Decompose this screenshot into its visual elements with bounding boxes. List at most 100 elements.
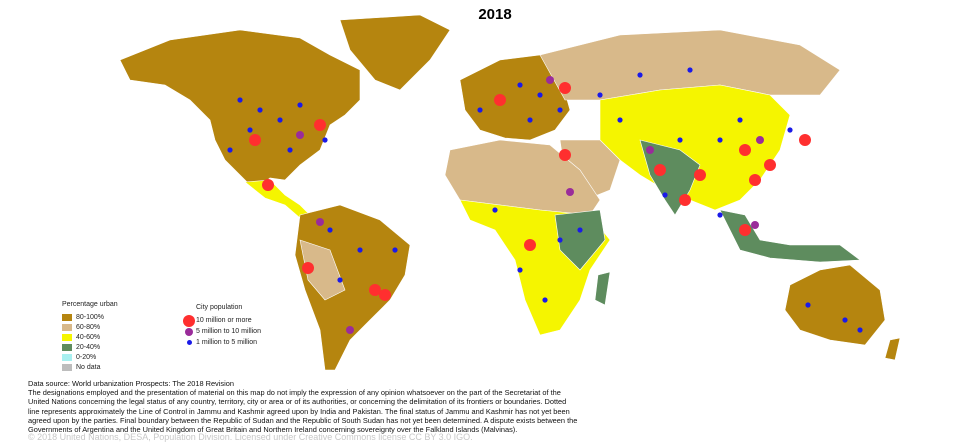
city-dot <box>369 284 381 296</box>
legend-row: 1 million to 5 million <box>182 337 261 348</box>
legend-swatch <box>62 323 72 331</box>
legend-label: 10 million or more <box>196 317 252 324</box>
city-dot <box>257 107 263 113</box>
city-dot <box>237 97 243 103</box>
city-dot <box>477 107 483 113</box>
city-dot <box>296 131 304 139</box>
disclaimer-line: Governments of Argentina and the United … <box>28 425 518 435</box>
disclaimer-line: The designations employed and the presen… <box>28 388 561 398</box>
city-dot <box>542 297 548 303</box>
east-africa <box>554 209 606 271</box>
source: Data source: World urbanization Prospect… <box>28 379 234 388</box>
city-dot <box>687 67 693 73</box>
city-dot <box>805 302 811 308</box>
city-dot <box>557 237 563 243</box>
notes: Data source: World urbanization Prospect… <box>28 379 577 434</box>
legend-row: 20-40% <box>62 342 118 352</box>
city-dot <box>277 117 283 123</box>
city-dot <box>749 174 761 186</box>
legend-row: 10 million or more <box>182 314 261 327</box>
legend-label: 1 million to 5 million <box>196 339 258 346</box>
legend-row: 0-20% <box>62 352 118 362</box>
south-america <box>294 204 411 371</box>
city-dot <box>314 119 326 131</box>
city-dot <box>316 218 324 226</box>
city-dot <box>677 137 683 143</box>
city-dot <box>737 117 743 123</box>
city-dot <box>249 134 261 146</box>
legend-label: 60-80% <box>76 323 101 331</box>
city-dot <box>494 94 506 106</box>
city-dot <box>739 144 751 156</box>
city-dot <box>492 207 498 213</box>
urban-legend: Percentage urban 80-100% 60-80% 40-60% 20-4… <box>62 301 118 372</box>
legend-label: 5 million to 10 million <box>196 328 261 335</box>
disclaimer-line: United Nations concerning the legal stat… <box>28 397 567 407</box>
legend-symbol-box <box>182 340 196 345</box>
legend-row: 80-100% <box>62 312 118 322</box>
city-dot <box>322 137 328 143</box>
city-dot <box>597 92 603 98</box>
disclaimer-line: agreed upon by the parties. Final bounda… <box>28 415 578 425</box>
city-dot <box>392 247 398 253</box>
legend-label: 0-20% <box>76 353 97 361</box>
legend-dot <box>183 314 195 327</box>
city-dot <box>764 159 776 171</box>
legend-title: Percentage urban <box>62 301 118 308</box>
legend-swatch <box>62 313 72 321</box>
city-dot <box>517 267 523 273</box>
city-dot <box>679 194 691 206</box>
city-dot <box>546 76 554 84</box>
legend-row: 5 million to 10 million <box>182 326 261 337</box>
map-title: 2018 <box>478 6 512 23</box>
legend-row: No data <box>62 362 118 372</box>
city-dot <box>577 227 583 233</box>
city-dot <box>302 262 314 274</box>
city-dot <box>842 317 848 323</box>
city-dot <box>297 102 303 108</box>
new-zealand <box>884 337 901 361</box>
north-america <box>119 29 361 191</box>
city-dot <box>524 239 536 251</box>
city-dot <box>566 188 574 196</box>
legend-swatch <box>62 333 72 341</box>
world-map <box>119 14 901 371</box>
city-dot <box>787 127 793 133</box>
city-dot <box>517 82 523 88</box>
city-dot <box>327 227 333 233</box>
city-dot <box>247 127 253 133</box>
city-dot <box>357 247 363 253</box>
city-dot <box>287 147 293 153</box>
legend-label: 20-40% <box>76 343 101 351</box>
legend-title: City population <box>196 304 243 311</box>
central-america <box>244 179 311 219</box>
legend-label: No data <box>76 363 101 371</box>
russia <box>539 29 841 101</box>
city-dot <box>346 326 354 334</box>
europe <box>459 54 571 141</box>
city-dot <box>646 146 654 154</box>
legend-label: 80-100% <box>76 313 105 321</box>
greenland <box>339 14 451 91</box>
copyright: © 2018 United Nations, DESA, Population … <box>28 432 473 442</box>
city-dot <box>617 117 623 123</box>
southeast-asia <box>719 209 861 263</box>
legend-swatch <box>62 363 72 371</box>
madagascar <box>594 271 611 306</box>
city-dot <box>857 327 863 333</box>
city-dot <box>227 147 233 153</box>
city-dot <box>337 277 343 283</box>
legend-swatch <box>62 353 72 361</box>
legend-dot <box>185 327 193 336</box>
city-dot <box>662 192 668 198</box>
city-legend: City population 10 million or more 5 mill… <box>182 304 261 348</box>
australia <box>784 264 886 346</box>
legend-dot <box>186 340 192 345</box>
city-dot <box>637 72 643 78</box>
legend-row: 40-60% <box>62 332 118 342</box>
city-dot <box>694 169 706 181</box>
legend-symbol-box <box>182 314 196 327</box>
city-dot <box>717 212 723 218</box>
city-dot <box>559 82 571 94</box>
